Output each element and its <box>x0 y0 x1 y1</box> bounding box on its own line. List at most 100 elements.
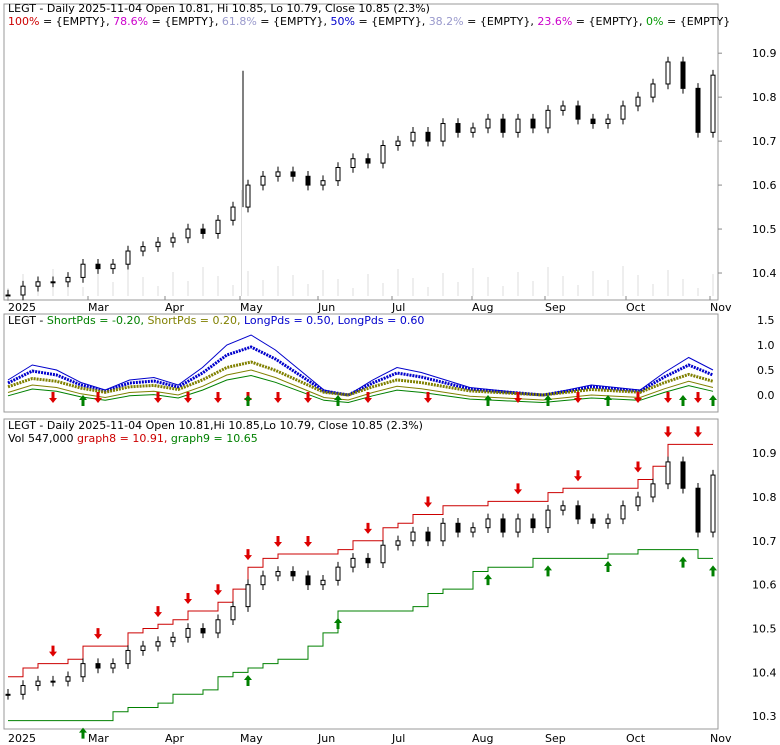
price-candle-bottom <box>605 518 611 524</box>
price-candle-bottom <box>590 518 596 524</box>
price-candle-bottom <box>710 474 716 533</box>
price-candle <box>305 175 311 186</box>
price-candle <box>650 83 656 98</box>
volume-bar <box>82 287 84 296</box>
volume-bar <box>442 273 444 296</box>
y-label-bottom: 10.8 <box>752 491 777 504</box>
volume-bar <box>187 281 189 296</box>
x-label-top: May <box>240 301 263 314</box>
shortpds-line <box>7 369 714 401</box>
buy-arrow-bottom <box>79 727 87 739</box>
fib-pct: 78.6% <box>113 15 148 28</box>
x-label-top: Nov <box>710 301 732 314</box>
volume-bar <box>607 280 609 296</box>
volume-bar <box>397 269 399 296</box>
price-candle <box>500 118 506 133</box>
y-label-bottom: 10.9 <box>752 447 777 460</box>
volume-bar <box>247 271 249 296</box>
x-label-bottom: May <box>240 732 263 745</box>
volume-bar <box>382 283 384 296</box>
buy-arrow-bottom <box>484 574 492 586</box>
x-label-bottom: Mar <box>88 732 109 745</box>
longpds-line <box>7 334 714 396</box>
price-candle <box>545 109 551 129</box>
buy-arrow-bottom <box>709 565 717 577</box>
x-label-top: Aug <box>472 301 493 314</box>
volume-bar <box>127 268 129 296</box>
price-candle <box>485 118 491 129</box>
sell-arrow-mid <box>214 392 222 403</box>
x-label-top: 2025 <box>8 301 36 314</box>
price-candle-bottom <box>305 575 311 586</box>
fib-value: = {EMPTY}, <box>355 15 429 28</box>
price-candle-bottom <box>125 649 131 665</box>
sell-arrow-bottom <box>154 606 162 618</box>
volume-bar <box>292 275 294 296</box>
volume-bar <box>241 190 242 296</box>
price-candle <box>515 118 521 133</box>
buy-arrow-mid <box>679 395 687 406</box>
fib-value: = {EMPTY}, <box>148 15 222 28</box>
price-candle <box>290 171 296 177</box>
fib-text: 100% = {EMPTY}, 78.6% = {EMPTY}, 61.8% =… <box>8 15 730 28</box>
fib-value: = {EMPTY}, <box>257 15 331 28</box>
volume-bar <box>112 282 114 296</box>
sell-arrow-bottom <box>304 536 312 547</box>
mid-legend-text: LEGT - ShortPds = -0.20, ShortPds = 0.20… <box>8 314 424 327</box>
sell-arrow-mid <box>364 392 372 403</box>
volume-bar <box>487 277 489 296</box>
volume-bar <box>502 286 504 296</box>
sell-arrow-mid <box>574 392 582 403</box>
price-candle-bottom <box>545 509 551 529</box>
longpds-dotted-line <box>7 345 714 397</box>
volume-bar <box>202 267 204 296</box>
x-label-bottom: Nov <box>710 732 732 745</box>
price-candle <box>410 131 416 142</box>
price-candle <box>530 118 536 129</box>
price-candle <box>350 158 356 168</box>
price-candle-bottom <box>155 641 161 647</box>
sell-arrow-mid <box>274 392 282 403</box>
volume-bar <box>367 274 369 296</box>
price-candle <box>155 241 161 248</box>
y-label-bottom: 10.4 <box>752 666 777 679</box>
price-candle <box>695 87 701 133</box>
buy-arrow-mid <box>604 395 612 406</box>
price-candle <box>20 285 26 296</box>
x-label-top: Sep <box>545 301 566 314</box>
fib-pct: 50% <box>331 15 355 28</box>
x-label-bottom: Aug <box>472 732 493 745</box>
top-panel-frame <box>3 3 719 301</box>
volume-bar <box>532 281 534 296</box>
volume-bar <box>217 276 219 296</box>
sell-arrow-bottom <box>694 426 702 438</box>
oscillator-legend: LEGT - ShortPds = -0.20, ShortPds = 0.20… <box>8 314 424 327</box>
y-label-mid: 1.5 <box>757 314 775 327</box>
volume-bar <box>142 277 144 296</box>
volume-bar <box>592 271 594 296</box>
y-label-mid: 0.0 <box>757 389 775 402</box>
x-label-bottom: Sep <box>545 732 566 745</box>
y-label-top: 10.7 <box>752 135 777 148</box>
bottom-legend: Vol 547,000 graph8 = 10.91, graph9 = 10.… <box>8 432 258 445</box>
middle-panel-frame <box>3 313 719 413</box>
bottom-title: LEGT - Daily 2025-11-04 Open 10.81,Hi 10… <box>8 419 423 432</box>
x-label-top: Jun <box>317 301 335 314</box>
price-candle-bottom <box>320 579 326 586</box>
sell-arrow-bottom <box>94 628 102 640</box>
fib-value: = {EMPTY} <box>663 15 730 28</box>
fib-pct: 38.2% <box>429 15 464 28</box>
price-candle <box>215 219 221 234</box>
volume-bar <box>682 279 684 296</box>
shortpds-dotted-line <box>7 360 714 397</box>
price-candle <box>200 228 206 234</box>
price-candle <box>335 167 341 182</box>
bot-legend-item: Vol 547,000 <box>8 432 77 445</box>
price-candle <box>365 158 371 164</box>
price-candle-bottom <box>425 531 431 542</box>
sell-arrow-bottom <box>274 536 282 547</box>
price-candle <box>635 96 641 107</box>
volume-bar <box>562 276 564 296</box>
x-label-top: Mar <box>88 301 109 314</box>
price-candle <box>125 250 131 265</box>
